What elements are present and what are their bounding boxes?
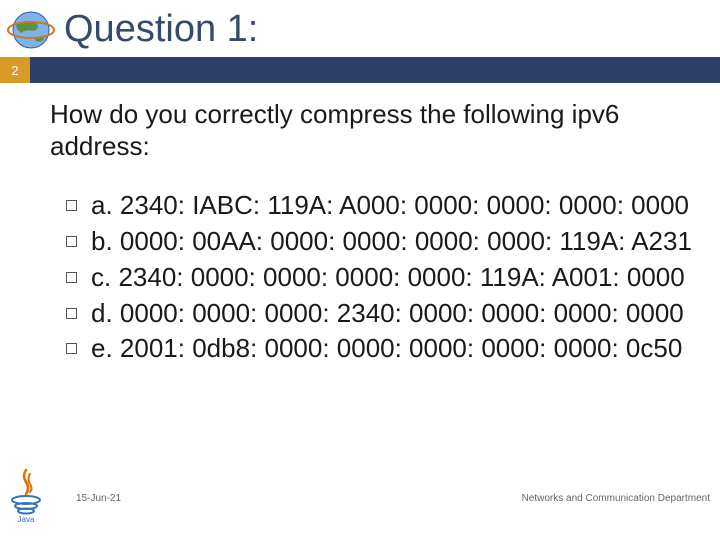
bullet-icon [66, 343, 77, 354]
footer-department: Networks and Communication Department [522, 493, 710, 504]
bar-fill [30, 57, 720, 83]
option-text: a. 2340: IABC: 119A: A000: 0000: 0000: 0… [91, 190, 689, 222]
slide-header: Question 1: [0, 0, 720, 57]
option-text: b. 0000: 00AA: 0000: 0000: 0000: 0000: 1… [91, 226, 692, 258]
question-text: How do you correctly compress the follow… [50, 99, 692, 162]
option-a: a. 2340: IABC: 119A: A000: 0000: 0000: 0… [66, 190, 692, 222]
slide-content: How do you correctly compress the follow… [0, 83, 720, 365]
option-text: d. 0000: 0000: 0000: 2340: 0000: 0000: 0… [91, 298, 684, 330]
svg-text:Java: Java [18, 515, 35, 524]
bullet-icon [66, 236, 77, 247]
bullet-icon [66, 308, 77, 319]
option-e: e. 2001: 0db8: 0000: 0000: 0000: 0000: 0… [66, 333, 692, 365]
option-d: d. 0000: 0000: 0000: 2340: 0000: 0000: 0… [66, 298, 692, 330]
page-number-box: 2 [0, 57, 30, 83]
bullet-icon [66, 272, 77, 283]
footer-date: 15-Jun-21 [76, 493, 121, 504]
slide-title: Question 1: [64, 8, 258, 51]
options-list: a. 2340: IABC: 119A: A000: 0000: 0000: 0… [50, 190, 692, 365]
option-text: e. 2001: 0db8: 0000: 0000: 0000: 0000: 0… [91, 333, 682, 365]
globe-network-icon [6, 9, 56, 51]
option-text: c. 2340: 0000: 0000: 0000: 0000: 119A: A… [91, 262, 685, 294]
bullet-icon [66, 200, 77, 211]
option-b: b. 0000: 00AA: 0000: 0000: 0000: 0000: 1… [66, 226, 692, 258]
option-c: c. 2340: 0000: 0000: 0000: 0000: 119A: A… [66, 262, 692, 294]
accent-bar: 2 [0, 57, 720, 83]
java-logo: Java [6, 464, 46, 524]
